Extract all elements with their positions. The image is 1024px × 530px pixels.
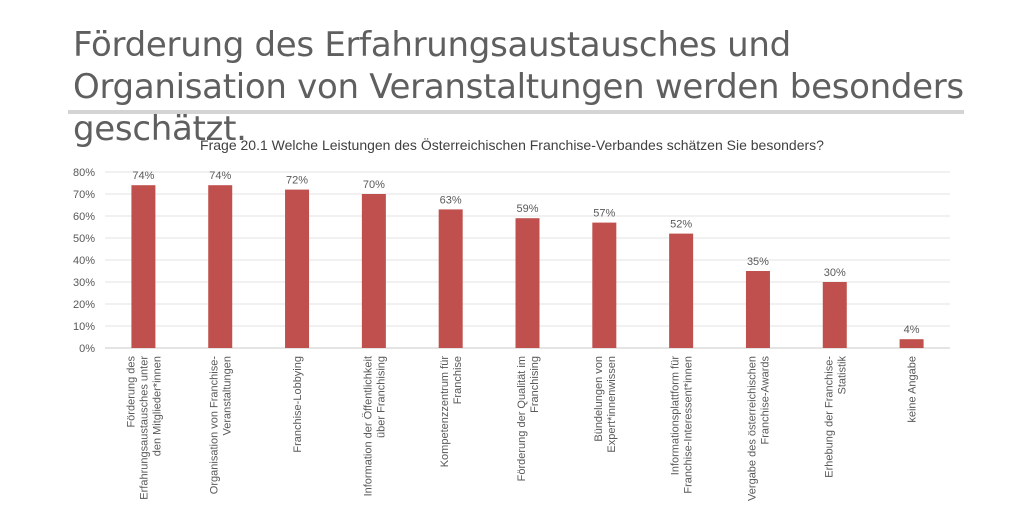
x-category-label: Informationsplattform für Franchise-Inter…: [670, 356, 695, 494]
data-label: 30%: [824, 267, 846, 279]
data-label: 4%: [904, 324, 920, 336]
x-category-label: Förderung des Erfahrungsaustausches unter…: [125, 356, 163, 500]
data-label: 70%: [363, 179, 385, 191]
bar: [669, 233, 694, 348]
y-tick-label: 0%: [79, 343, 95, 355]
bar: [131, 185, 156, 348]
x-category-line: Förderung des: [125, 356, 137, 428]
slide-title: Förderung des Erfahrungsaustausches und …: [73, 25, 964, 149]
x-category-label: Kompetenzzentrum für Franchise: [439, 356, 464, 468]
x-category-line: Franchise-Interessent*innen: [683, 356, 695, 494]
x-category-line: Franchise-Lobbying: [292, 356, 304, 453]
data-label: 74%: [132, 170, 154, 182]
bar: [438, 209, 463, 348]
x-category-label: Erhebung der Franchise- Statistik: [823, 356, 848, 478]
x-category-line: Förderung der Qualität im: [516, 356, 528, 481]
x-category-line: Franchise: [452, 356, 464, 404]
y-tick-label: 80%: [73, 167, 95, 179]
x-category-line: Franchising: [529, 356, 541, 413]
x-category-line: Informationsplattform für: [670, 356, 682, 476]
x-axis-categories: Förderung des Erfahrungsaustausches unter…: [125, 356, 918, 501]
x-category-label: Förderung der Qualität im Franchising: [516, 356, 541, 481]
bar: [745, 271, 770, 348]
data-label: 57%: [593, 208, 615, 220]
x-category-label: Franchise-Lobbying: [292, 356, 304, 453]
x-category-line: Vergabe des österreichischen: [746, 356, 758, 501]
x-category-line: Franchise-Awards: [759, 356, 771, 445]
x-category-line: keine Angabe: [907, 356, 919, 423]
bar: [361, 194, 386, 348]
x-category-line: Expert*innenwissen: [606, 356, 618, 453]
x-category-label: keine Angabe: [907, 356, 919, 423]
x-category-label: Vergabe des österreichischen Franchise-Aw…: [746, 356, 771, 501]
bar: [592, 222, 617, 348]
data-label: 72%: [286, 175, 308, 187]
data-label: 52%: [670, 219, 692, 231]
bar: [515, 218, 540, 348]
x-category-line: Erhebung der Franchise-: [823, 356, 835, 478]
bar: [899, 339, 924, 348]
x-category-label: Organisation von Franchise- Veranstaltung…: [209, 356, 234, 495]
x-category-line: Statistik: [836, 356, 848, 395]
bars: [131, 185, 924, 348]
x-category-line: Erfahrungsaustausches unter: [138, 356, 150, 500]
y-axis-ticks: 0% 10% 20% 30% 40% 50% 60% 70% 80%: [73, 167, 95, 355]
x-category-line: über Franchising: [375, 356, 387, 438]
data-label: 74%: [209, 170, 231, 182]
x-category-label: Bündelungen von Expert*innenwissen: [593, 356, 618, 453]
data-label: 35%: [747, 256, 769, 268]
data-labels: 74% 74% 72% 70% 63% 59% 57% 52% 35% 30% 4%: [132, 170, 919, 336]
y-tick-label: 10%: [73, 321, 95, 333]
data-label: 63%: [440, 194, 462, 206]
x-category-line: Veranstaltungen: [222, 356, 234, 436]
x-category-line: Information der Öffentlichkeit: [362, 356, 374, 496]
x-category-line: Organisation von Franchise-: [209, 356, 221, 495]
x-category-line: Kompetenzzentrum für: [439, 356, 451, 468]
x-category-label: Information der Öffentlichkeit über Franc…: [362, 356, 387, 496]
bar: [822, 282, 847, 348]
y-tick-label: 40%: [73, 255, 95, 267]
y-tick-label: 50%: [73, 233, 95, 245]
x-category-line: Bündelungen von: [593, 356, 605, 442]
y-tick-label: 20%: [73, 299, 95, 311]
bar: [208, 185, 233, 348]
title-divider: [68, 110, 964, 114]
y-tick-label: 60%: [73, 211, 95, 223]
y-tick-label: 30%: [73, 277, 95, 289]
data-label: 59%: [516, 203, 538, 215]
bar: [285, 189, 310, 348]
y-tick-label: 70%: [73, 189, 95, 201]
x-category-line: den Mitglieder*innen: [151, 356, 163, 456]
chart-title: Frage 20.1 Welche Leistungen des Österre…: [200, 136, 824, 153]
